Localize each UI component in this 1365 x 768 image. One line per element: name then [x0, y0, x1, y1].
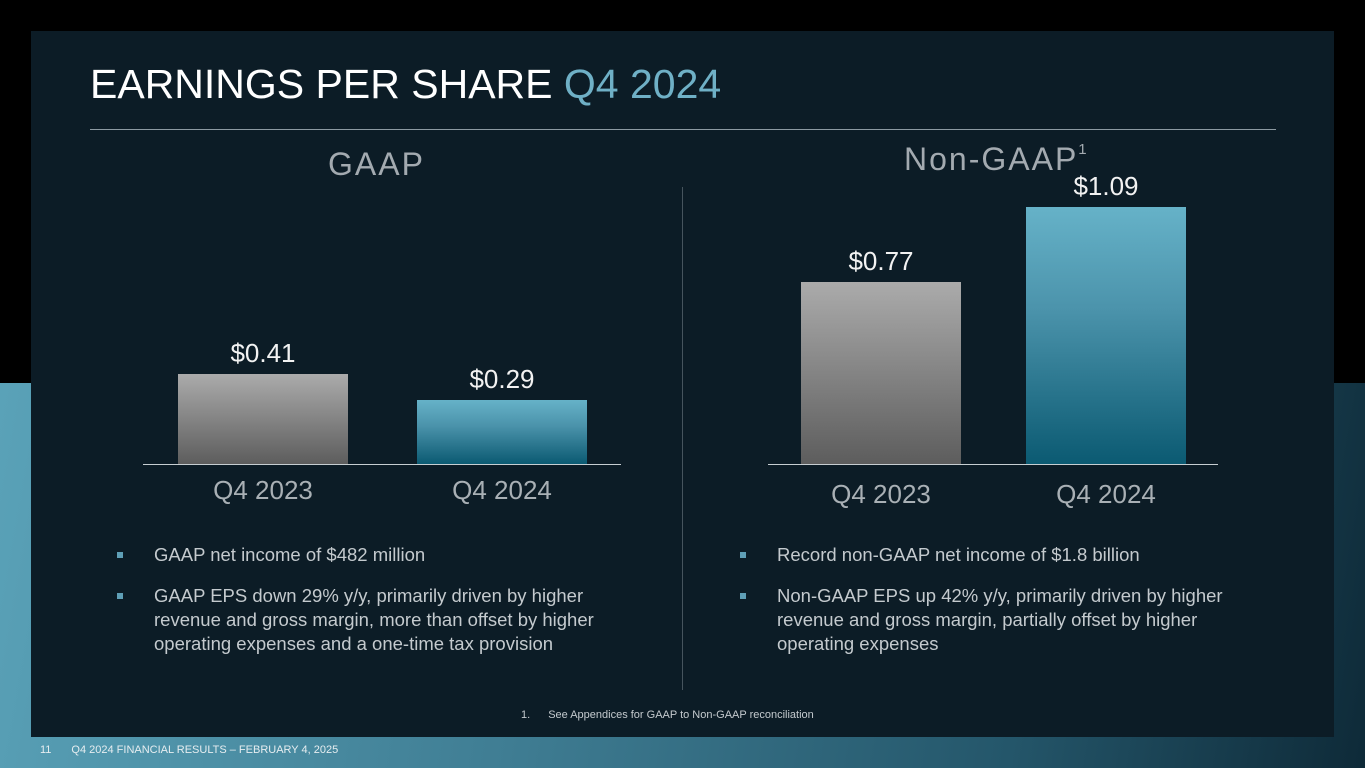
- nongaap-category-q4-2023: Q4 2023: [831, 479, 931, 509]
- nongaap-bullet-list: Record non-GAAP net income of $1.8 billi…: [739, 543, 1264, 673]
- slide-panel: EARNINGS PER SHARE Q4 2024 GAAP Non-GAAP…: [31, 31, 1334, 737]
- bullet-marker: [117, 552, 123, 558]
- list-item: Record non-GAAP net income of $1.8 billi…: [739, 543, 1264, 567]
- panel-divider: [682, 187, 683, 690]
- nongaap-bar-q4-2023: [801, 282, 961, 464]
- footnote-superscript: 1: [1078, 141, 1087, 158]
- gaap-value-label-q4-2024: $0.29: [469, 364, 535, 394]
- list-item: GAAP net income of $482 million: [116, 543, 616, 567]
- gaap-axis-baseline: [143, 464, 621, 465]
- bullet-text: Non-GAAP EPS up 42% y/y, primarily drive…: [777, 585, 1223, 654]
- gaap-title-text: GAAP: [328, 146, 425, 182]
- nongaap-value-label-q4-2024: $1.09: [1073, 171, 1139, 201]
- footer-text: Q4 2024 FINANCIAL RESULTS – FEBRUARY 4, …: [71, 744, 339, 756]
- gaap-value-label-q4-2023: $0.41: [230, 338, 296, 368]
- bullet-text: GAAP EPS down 29% y/y, primarily driven …: [154, 585, 594, 654]
- slide-title: EARNINGS PER SHARE Q4 2024: [90, 61, 721, 108]
- bullet-marker: [740, 593, 746, 599]
- nongaap-category-q4-2024: Q4 2024: [1056, 479, 1156, 509]
- bullet-text: GAAP net income of $482 million: [154, 544, 426, 565]
- gaap-bar-q4-2023: [178, 374, 348, 464]
- bullet-marker: [117, 593, 123, 599]
- title-main: EARNINGS PER SHARE: [90, 61, 553, 107]
- slide-footer: 11 Q4 2024 FINANCIAL RESULTS – FEBRUARY 4…: [40, 744, 338, 756]
- list-item: GAAP EPS down 29% y/y, primarily driven …: [116, 584, 616, 656]
- footnote-text: See Appendices for GAAP to Non-GAAP reco…: [548, 709, 814, 721]
- list-item: Non-GAAP EPS up 42% y/y, primarily drive…: [739, 584, 1264, 656]
- gaap-category-q4-2024: Q4 2024: [452, 475, 552, 505]
- title-accent: Q4 2024: [563, 61, 722, 107]
- bullet-text: Record non-GAAP net income of $1.8 billi…: [777, 544, 1140, 565]
- gaap-bullet-list: GAAP net income of $482 million GAAP EPS…: [116, 543, 616, 673]
- nongaap-eps-chart: $0.77 $1.09 Q4 2023 Q4 2024: [768, 31, 1218, 511]
- nongaap-title-text: Non-GAAP: [904, 141, 1079, 177]
- footnote: 1. See Appendices for GAAP to Non-GAAP re…: [521, 709, 814, 721]
- nongaap-bar-q4-2024: [1026, 207, 1186, 464]
- nongaap-value-label-q4-2023: $0.77: [848, 246, 914, 276]
- nongaap-panel-title: Non-GAAP1: [904, 141, 1087, 178]
- nongaap-axis-baseline: [768, 464, 1218, 465]
- gaap-panel-title: GAAP: [328, 146, 425, 183]
- footnote-number: 1.: [521, 709, 531, 721]
- page-number: 11: [40, 744, 52, 756]
- gaap-category-q4-2023: Q4 2023: [213, 475, 313, 505]
- gaap-bar-q4-2024: [417, 400, 587, 464]
- bullet-marker: [740, 552, 746, 558]
- gaap-eps-chart: $0.41 $0.29 Q4 2023 Q4 2024: [143, 31, 621, 511]
- title-divider: [90, 129, 1276, 130]
